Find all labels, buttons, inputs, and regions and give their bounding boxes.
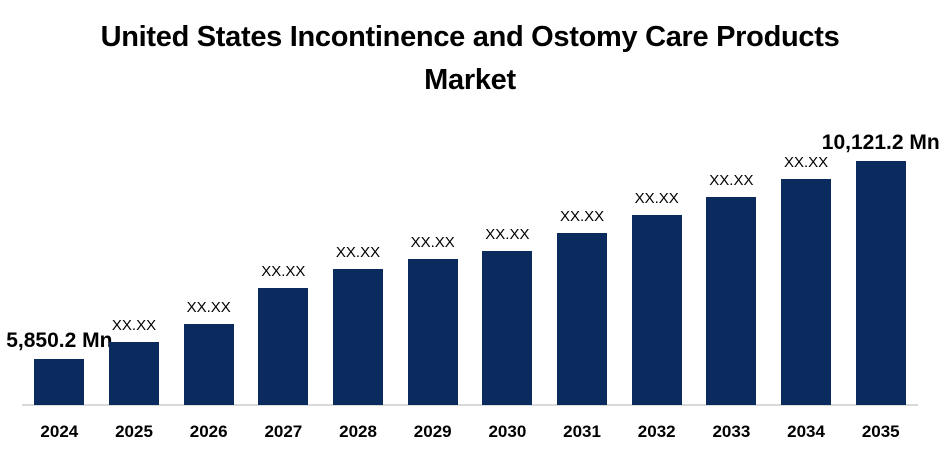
bar-value-label-2031: XX.XX [559,208,605,225]
x-axis-label-2029: 2029 [413,422,452,441]
x-axis-label-2035: 2035 [861,422,900,441]
bar-group-2030: XX.XX [470,226,545,405]
bar-group-2027: XX.XX [246,263,321,405]
chart-title: United States Incontinence and Ostomy Ca… [0,0,940,102]
x-axis-label-2030: 2030 [488,422,527,441]
x-axis-label-2026: 2026 [189,422,228,441]
bar-group-2029: XX.XX [395,234,470,405]
bar-2029 [407,259,458,405]
x-axis-label-2033: 2033 [712,422,751,441]
bar-value-label-2035: 10,121.2 Mn [821,131,940,154]
x-axis-label-2032: 2032 [637,422,676,441]
bar-value-label-2033: XX.XX [709,172,754,189]
bar-group-2025: XX.XX [97,317,172,405]
bar-2032 [631,215,682,405]
bar-group-2031: XX.XX [545,208,620,405]
bar-value-label-2032: XX.XX [634,190,679,207]
bar-group-2033: XX.XX [694,172,769,405]
bar-value-label-2030: XX.XX [485,226,530,243]
bar-group-2028: XX.XX [321,244,396,405]
bar-group-2035: 10,121.2 Mn [822,130,940,405]
x-axis-line [22,404,918,406]
bar-value-label-2028: XX.XX [335,244,381,261]
x-axis-label-2031: 2031 [563,422,601,441]
bar-value-label-2024: 5,850.2 Mn [6,329,113,352]
bar-value-label-2029: XX.XX [410,234,455,251]
bar-2026 [183,324,234,405]
plot-area: 5,850.2 Mn XX.XX XX.XX XX.XX XX.XX XX.XX XX.XX… [6,120,940,405]
bar-value-label-2034: XX.XX [783,154,829,171]
bar-value-label-2026: XX.XX [186,299,231,316]
bar-value-label-2025: XX.XX [111,317,157,334]
bar-group-2024: 5,850.2 Mn [6,328,112,405]
bar-group-2026: XX.XX [171,299,246,405]
x-axis-label-2028: 2028 [339,422,377,441]
x-axis-label-2025: 2025 [115,422,153,441]
bar-group-2032: XX.XX [619,190,694,405]
bar-2035 [855,161,906,405]
bar-2031 [557,233,608,405]
x-axis-label-2027: 2027 [264,422,303,441]
chart-title-text: United States Incontinence and Ostomy Ca… [100,21,840,96]
bar-2028 [333,269,384,405]
bar-2030 [482,251,533,405]
x-axis-label-2024: 2024 [40,422,79,441]
bar-group-2034: XX.XX [769,154,844,405]
bar-2033 [706,197,757,405]
bar-value-label-2027: XX.XX [261,263,306,280]
bar-2024 [34,359,85,405]
bar-2034 [781,179,832,405]
x-axis-labels-row: 2024 2025 2026 2027 2028 2029 2030 2031 2032 2033… [22,421,918,443]
bar-2027 [258,288,309,405]
bar-2025 [109,342,159,405]
x-axis-label-2034: 2034 [787,422,825,441]
